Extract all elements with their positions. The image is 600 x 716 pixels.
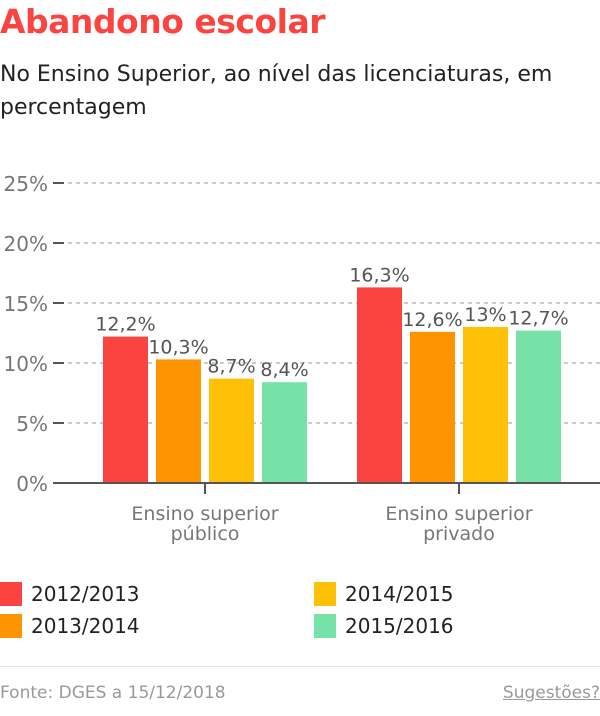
legend-item: 2012/2013 <box>0 582 140 606</box>
legend-item: 2015/2016 <box>314 614 454 638</box>
legend-label: 2013/2014 <box>31 614 140 638</box>
bar <box>103 336 148 483</box>
data-label: 16,3% <box>349 264 409 286</box>
bar <box>156 359 201 483</box>
y-tick-label: 15% <box>4 292 48 316</box>
bar <box>262 382 307 483</box>
x-tick-label: Ensino superior <box>385 503 532 525</box>
chart-subtitle: No Ensino Superior, ao nível das licenci… <box>0 62 553 120</box>
legend-swatch <box>0 582 22 606</box>
data-label: 12,2% <box>95 314 155 336</box>
legend-label: 2015/2016 <box>345 614 454 638</box>
x-tick-label: público <box>171 523 240 545</box>
legend-swatch <box>0 614 22 638</box>
data-label: 12,6% <box>402 309 462 331</box>
x-tick-label: privado <box>423 523 495 545</box>
y-tick-label: 25% <box>4 172 48 196</box>
suggestions-link[interactable]: Sugestões? <box>502 683 600 703</box>
legend-item: 2014/2015 <box>314 582 454 606</box>
data-label: 13% <box>464 304 506 326</box>
legend-item: 2013/2014 <box>0 614 140 638</box>
bar <box>410 331 455 483</box>
bar <box>516 330 561 483</box>
y-tick-label: 20% <box>4 232 48 256</box>
legend-label: 2014/2015 <box>345 582 454 606</box>
legend-label: 2012/2013 <box>31 582 140 606</box>
y-tick-label: 5% <box>16 412 48 436</box>
legend-swatch <box>314 614 336 638</box>
data-label: 8,7% <box>207 356 255 378</box>
y-tick-label: 10% <box>4 352 48 376</box>
source-note: Fonte: DGES a 15/12/2018 <box>0 683 226 703</box>
legend-swatch <box>314 582 336 606</box>
divider <box>0 666 600 667</box>
bar <box>357 287 402 483</box>
data-label: 12,7% <box>508 308 568 330</box>
x-tick-label: Ensino superior <box>131 503 278 525</box>
bar <box>463 327 508 483</box>
chart-title: Abandono escolar <box>0 2 325 41</box>
data-label: 10,3% <box>148 336 208 358</box>
data-label: 8,4% <box>260 359 308 381</box>
bar <box>209 378 254 483</box>
bar-chart: 0% 5% 10% 15% 20% 25% 12,2%10,3%8,7% 8,4% Ensino… <box>4 172 600 545</box>
y-tick-label: 0% <box>16 472 48 496</box>
